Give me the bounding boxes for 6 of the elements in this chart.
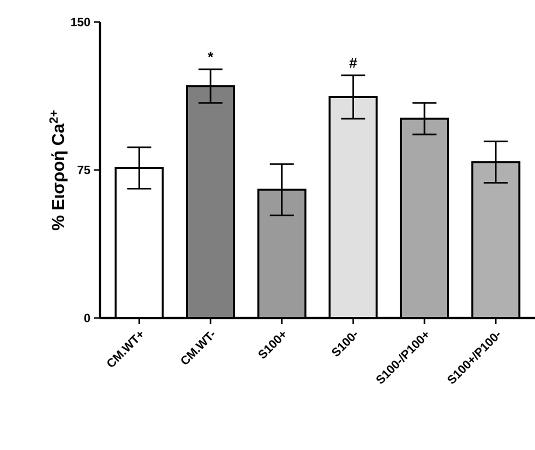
annotation: # xyxy=(349,58,357,68)
y-tick-label: 75 xyxy=(78,166,90,174)
y-tick-label: 0 xyxy=(84,314,90,322)
y-axis-title: % Εισροή Ca$^{2+}$ xyxy=(49,110,68,230)
annotation: * xyxy=(208,52,214,58)
y-tick-label: 150 xyxy=(71,18,90,26)
